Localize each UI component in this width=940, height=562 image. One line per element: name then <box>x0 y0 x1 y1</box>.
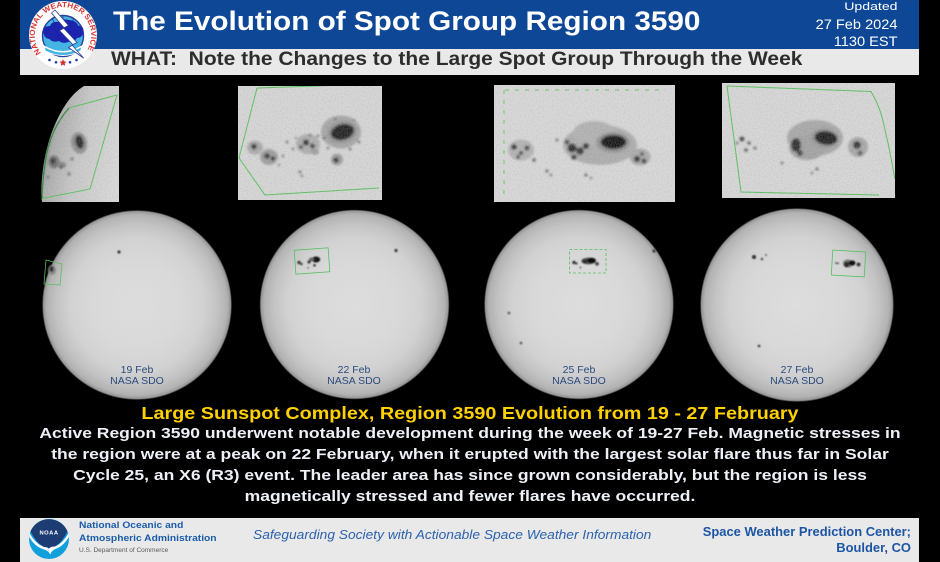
svg-text:NOAA: NOAA <box>39 531 58 537</box>
